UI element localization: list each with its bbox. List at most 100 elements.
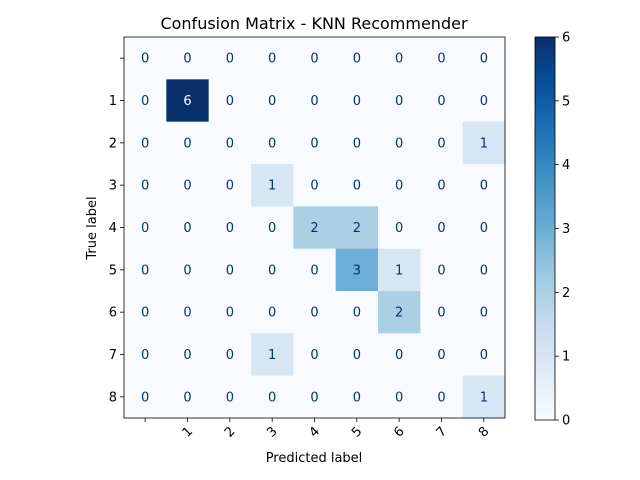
cell-value-label: 0 xyxy=(353,390,361,405)
heatmap-cell xyxy=(293,375,337,419)
heatmap-cells xyxy=(124,37,506,419)
heatmap-cell xyxy=(166,291,210,334)
heatmap-cell xyxy=(293,333,337,377)
heatmap-cell xyxy=(335,375,379,419)
heatmap-cell xyxy=(335,333,379,377)
cell-value-label: 0 xyxy=(310,263,318,278)
cell-value-label: 0 xyxy=(141,221,149,236)
heatmap-cell xyxy=(208,375,252,419)
cell-value-label: 0 xyxy=(437,94,445,109)
heatmap-cell xyxy=(335,291,379,334)
heatmap-cell xyxy=(166,37,210,80)
cell-value-label: 0 xyxy=(268,306,276,321)
heatmap-cell xyxy=(420,164,464,207)
cell-value-label: 0 xyxy=(353,136,361,151)
cell-value-labels: 0 0 0 0 0 0 0 0 0 0 6 0 0 0 0 0 0 0 0 0 0 0 0 0 0 0 1 0 0 0 1 0 0 0 0 0 0 0 0 0… xyxy=(141,52,488,406)
cell-value-label: 0 xyxy=(480,94,488,109)
colorbar-tick-label: 1 xyxy=(562,350,570,365)
cell-value-label: 1 xyxy=(268,348,276,363)
cell-value-label: 0 xyxy=(353,348,361,363)
cell-value-label: 0 xyxy=(226,306,234,321)
heatmap-cell xyxy=(462,121,506,165)
cell-value-label: 0 xyxy=(310,94,318,109)
heatmap-cell xyxy=(124,206,167,250)
heatmap-cell xyxy=(420,37,464,80)
x-tick-label: 1 xyxy=(180,424,196,440)
cell-value-label: 0 xyxy=(141,390,149,405)
y-tick-label: 8 xyxy=(109,390,117,405)
heatmap-cell xyxy=(293,291,337,334)
heatmap-cell xyxy=(335,164,379,207)
colorbar-tick-label: 0 xyxy=(562,414,570,429)
colorbar-tick-label: 3 xyxy=(562,222,570,237)
cell-value-label: 0 xyxy=(395,390,403,405)
heatmap-cell xyxy=(166,79,210,123)
heatmap-cell xyxy=(124,375,167,419)
cell-value-label: 0 xyxy=(268,390,276,405)
cell-value-label: 0 xyxy=(226,348,234,363)
heatmap-cell xyxy=(335,206,379,250)
heatmap-cell xyxy=(378,164,421,207)
x-tick-label: 3 xyxy=(264,424,280,440)
cell-value-label: 0 xyxy=(226,52,234,67)
heatmap-cell xyxy=(462,291,506,334)
cell-value-label: 0 xyxy=(268,52,276,67)
heatmap-cell xyxy=(378,375,421,419)
x-tick-label: 2 xyxy=(222,424,238,440)
cell-value-label: 0 xyxy=(480,221,488,236)
heatmap-cell xyxy=(166,375,210,419)
y-axis-ticks: 1 2 3 4 5 6 7 8 xyxy=(109,57,124,405)
heatmap-cell xyxy=(378,37,421,80)
cell-value-label: 0 xyxy=(141,136,149,151)
cell-value-label: 0 xyxy=(310,348,318,363)
heatmap-cell xyxy=(251,164,294,207)
cell-value-label: 0 xyxy=(310,52,318,67)
cell-value-label: 0 xyxy=(437,263,445,278)
heatmap-cell xyxy=(208,37,252,80)
heatmap-cell xyxy=(420,375,464,419)
heatmap-cell xyxy=(124,121,167,165)
heatmap-cell xyxy=(420,333,464,377)
heatmap-cell xyxy=(124,79,167,123)
heatmap-cell xyxy=(420,248,464,292)
heatmap-cell xyxy=(335,37,379,80)
cell-value-label: 0 xyxy=(437,348,445,363)
heatmap-cell xyxy=(251,375,294,419)
y-tick-label: 4 xyxy=(109,221,117,236)
cell-value-label: 0 xyxy=(226,94,234,109)
heatmap-cell xyxy=(378,248,421,292)
cell-value-label: 0 xyxy=(226,179,234,194)
heatmap-cell xyxy=(293,79,337,123)
heatmap-cell xyxy=(251,291,294,334)
cell-value-label: 3 xyxy=(353,263,361,278)
cell-value-label: 1 xyxy=(480,136,488,151)
heatmap-cell xyxy=(378,121,421,165)
cell-value-label: 2 xyxy=(310,221,318,236)
cell-value-label: 0 xyxy=(437,390,445,405)
heatmap-cell xyxy=(293,164,337,207)
cell-value-label: 0 xyxy=(437,136,445,151)
cell-value-label: 0 xyxy=(183,221,191,236)
x-tick-label: 4 xyxy=(307,424,323,440)
heatmap-cell xyxy=(378,79,421,123)
cell-value-label: 0 xyxy=(437,179,445,194)
heatmap-cell xyxy=(124,164,167,207)
cell-value-label: 0 xyxy=(480,52,488,67)
cell-value-label: 0 xyxy=(183,306,191,321)
cell-value-label: 0 xyxy=(268,94,276,109)
heatmap-cell xyxy=(251,121,294,165)
heatmap-cell xyxy=(124,248,167,292)
cell-value-label: 1 xyxy=(395,263,403,278)
cell-value-label: 0 xyxy=(268,263,276,278)
heatmap-cell xyxy=(251,248,294,292)
heatmap-cell xyxy=(166,333,210,377)
cell-value-label: 0 xyxy=(141,94,149,109)
colorbar-tick-label: 2 xyxy=(562,286,570,301)
cell-value-label: 0 xyxy=(141,263,149,278)
cell-value-label: 0 xyxy=(310,306,318,321)
y-tick-label: 6 xyxy=(109,306,117,321)
cell-value-label: 1 xyxy=(480,390,488,405)
cell-value-label: 0 xyxy=(395,52,403,67)
cell-value-label: 0 xyxy=(141,348,149,363)
x-tick-label: 7 xyxy=(434,424,450,440)
